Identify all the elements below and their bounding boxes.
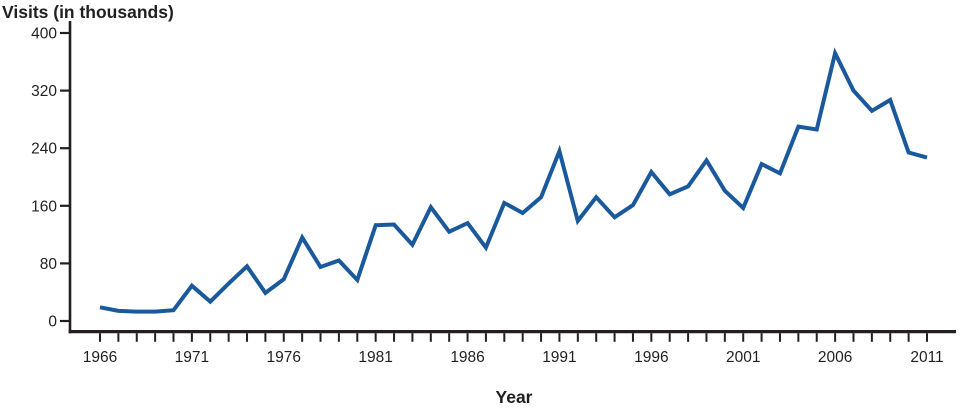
x-axis-title: Year [496, 387, 533, 407]
visits-series-line [99, 47, 928, 314]
y-tick-label: 400 [31, 26, 57, 43]
x-tick-label: 1976 [267, 349, 301, 366]
y-axis-title: Visits (in thousands) [2, 2, 174, 22]
x-tick-label: 1991 [542, 349, 576, 366]
y-tick-labels: 0 80 160 240 320 400 [31, 26, 57, 331]
x-tick-label: 2001 [726, 349, 760, 366]
y-tick-label: 0 [48, 314, 57, 331]
x-tick-label: 1996 [634, 349, 668, 366]
y-tick-label: 320 [31, 83, 57, 100]
x-tick-labels: 1966 1971 1976 1981 1986 1991 1996 2001 2006 2011 [83, 349, 944, 366]
x-tick-label: 1981 [358, 349, 392, 366]
y-tick-marks [60, 31, 70, 323]
x-tick-marks [99, 333, 928, 342]
y-tick-label: 240 [31, 141, 57, 158]
x-tick-label: 2011 [910, 349, 943, 366]
y-tick-label: 80 [40, 256, 58, 273]
x-tick-label: 1986 [450, 349, 484, 366]
x-tick-label: 1971 [175, 349, 209, 366]
x-tick-label: 2006 [818, 349, 852, 366]
y-tick-label: 160 [31, 198, 57, 215]
x-tick-label: 1966 [83, 349, 117, 366]
